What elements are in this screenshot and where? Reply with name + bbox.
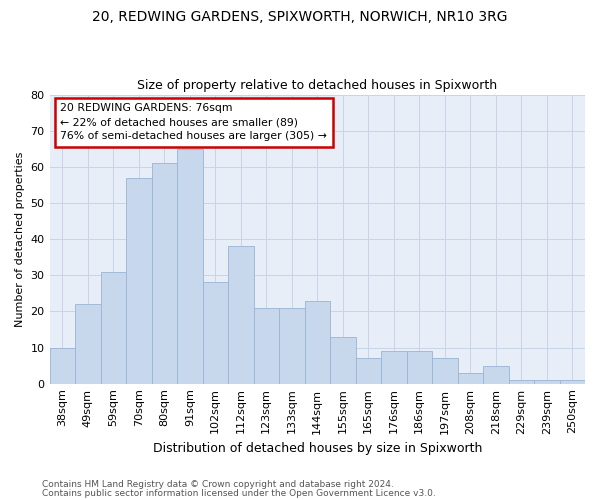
Bar [126, 178, 152, 384]
Title: Size of property relative to detached houses in Spixworth: Size of property relative to detached ho… [137, 79, 497, 92]
Bar [534, 380, 560, 384]
Bar [432, 358, 458, 384]
Text: Contains public sector information licensed under the Open Government Licence v3: Contains public sector information licen… [42, 488, 436, 498]
Bar [50, 348, 75, 384]
Y-axis label: Number of detached properties: Number of detached properties [15, 152, 25, 327]
Bar [458, 373, 483, 384]
Text: Contains HM Land Registry data © Crown copyright and database right 2024.: Contains HM Land Registry data © Crown c… [42, 480, 394, 489]
Bar [356, 358, 381, 384]
Bar [330, 336, 356, 384]
Bar [305, 300, 330, 384]
Bar [483, 366, 509, 384]
Bar [101, 272, 126, 384]
Bar [75, 304, 101, 384]
X-axis label: Distribution of detached houses by size in Spixworth: Distribution of detached houses by size … [152, 442, 482, 455]
Bar [254, 308, 279, 384]
Bar [381, 351, 407, 384]
Bar [177, 149, 203, 384]
Bar [203, 282, 228, 384]
Bar [509, 380, 534, 384]
Bar [279, 308, 305, 384]
Bar [407, 351, 432, 384]
Text: 20 REDWING GARDENS: 76sqm
← 22% of detached houses are smaller (89)
76% of semi-: 20 REDWING GARDENS: 76sqm ← 22% of detac… [60, 103, 327, 141]
Bar [228, 246, 254, 384]
Text: 20, REDWING GARDENS, SPIXWORTH, NORWICH, NR10 3RG: 20, REDWING GARDENS, SPIXWORTH, NORWICH,… [92, 10, 508, 24]
Bar [560, 380, 585, 384]
Bar [152, 163, 177, 384]
